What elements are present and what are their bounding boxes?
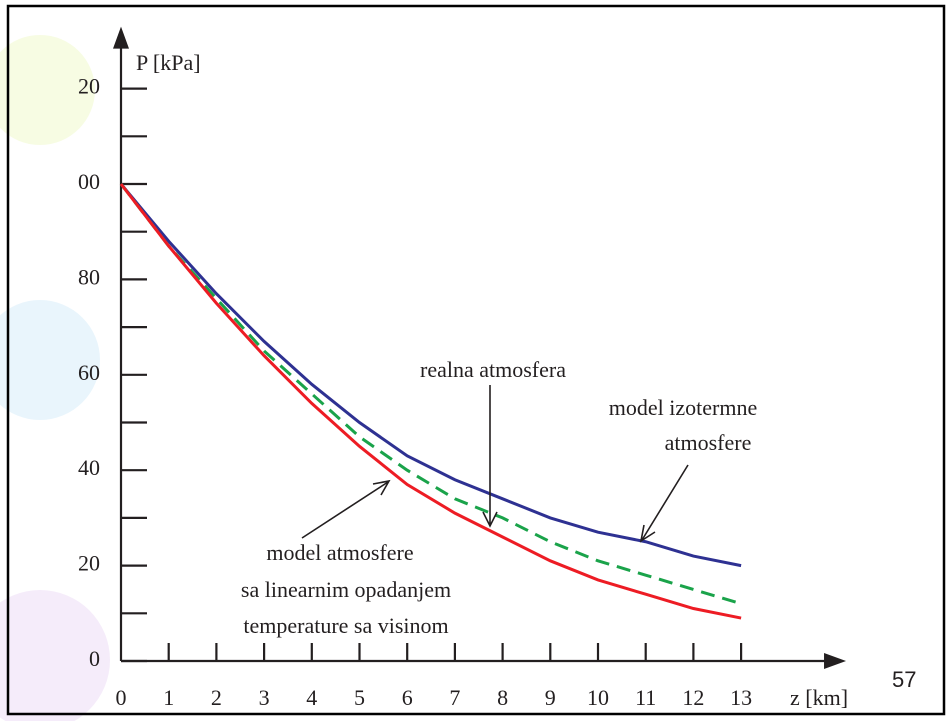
y-axis-arrow — [113, 26, 129, 49]
x-tick-label: 2 — [211, 685, 222, 710]
x-tick-label: 1 — [163, 685, 174, 710]
x-tick-label: 12 — [682, 685, 704, 710]
x-tick-label: 3 — [259, 685, 270, 710]
y-axis-label: P [kPa] — [136, 50, 201, 75]
annotation: model atmosfere — [266, 540, 413, 565]
y-tick-label: 20 — [78, 551, 100, 576]
decoration — [0, 35, 110, 721]
x-tick-label: 8 — [497, 685, 508, 710]
x-tick-label: 6 — [402, 685, 413, 710]
x-axis-label: z [km] — [790, 685, 848, 710]
x-tick-label: 5 — [354, 685, 365, 710]
x-tick-label: 11 — [635, 685, 656, 710]
y-tick-label: 0 — [89, 646, 100, 671]
x-tick-label: 7 — [449, 685, 460, 710]
x-tick-label: 4 — [306, 685, 317, 710]
y-tick-label: 20 — [78, 74, 100, 99]
series-line — [119, 183, 742, 606]
annotation-arrows — [301, 385, 689, 543]
annotation: model izotermne — [609, 395, 757, 420]
series-line — [119, 183, 742, 568]
x-tick-label: 9 — [545, 685, 556, 710]
x-tick-label: 0 — [116, 685, 127, 710]
y-tick-label: 00 — [78, 169, 100, 194]
annotation: sa linearnim opadanjem — [241, 577, 451, 602]
page-number: 57 — [892, 667, 916, 692]
frame — [6, 4, 946, 716]
annotation: atmosfere — [665, 430, 752, 455]
x-tick-label: 13 — [730, 685, 752, 710]
y-tick-label: 40 — [78, 455, 100, 480]
y-tick-label: 80 — [78, 264, 100, 289]
x-tick-label: 10 — [587, 685, 609, 710]
series-line — [119, 183, 742, 620]
annotation: temperature sa visinom — [243, 613, 448, 638]
x-axis-arrow — [824, 653, 847, 669]
annotation: realna atmosfera — [420, 357, 566, 382]
y-tick-label: 60 — [78, 360, 100, 385]
